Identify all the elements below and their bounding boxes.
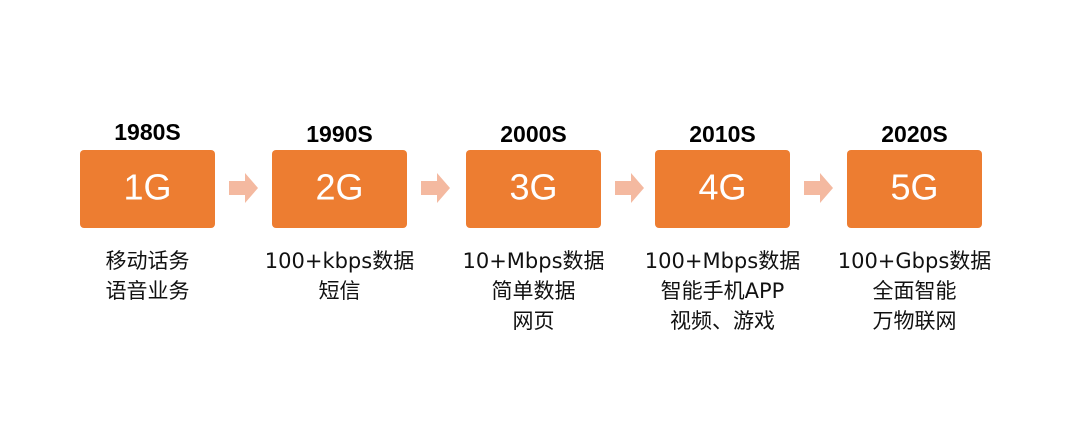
generation-box [847, 150, 982, 228]
description-line: 语音业务 [106, 279, 190, 303]
description-line: 智能手机APP [661, 279, 785, 303]
arrow [421, 173, 450, 203]
description-line: 万物联网 [873, 309, 957, 333]
arrow [804, 173, 833, 203]
description-line: 10+Mbps数据 [462, 249, 604, 273]
generation-box [272, 150, 407, 228]
description-line: 网页 [513, 309, 555, 333]
description-line: 100+Gbps数据 [838, 249, 992, 273]
description-line: 视频、游戏 [670, 309, 775, 333]
generation-box [655, 150, 790, 228]
description-line: 移动话务 [106, 249, 190, 273]
era-label: 2000S [500, 121, 567, 147]
generation-label: 4G [698, 167, 746, 208]
generation-box [80, 150, 215, 228]
arrow [615, 173, 644, 203]
generation-box [466, 150, 601, 228]
description-line: 短信 [319, 279, 361, 303]
description-line: 100+kbps数据 [265, 249, 414, 273]
era-label: 1990S [306, 121, 373, 147]
arrow [229, 173, 258, 203]
era-label: 1980S [114, 119, 181, 145]
description-line: 全面智能 [873, 279, 957, 303]
generation-label: 5G [890, 167, 938, 208]
generation-label: 1G [123, 167, 171, 208]
description-line: 简单数据 [492, 279, 576, 303]
generation-label: 2G [315, 167, 363, 208]
era-label: 2020S [881, 121, 948, 147]
era-label: 2010S [689, 121, 756, 147]
generation-label: 3G [509, 167, 557, 208]
description-line: 100+Mbps数据 [645, 249, 800, 273]
